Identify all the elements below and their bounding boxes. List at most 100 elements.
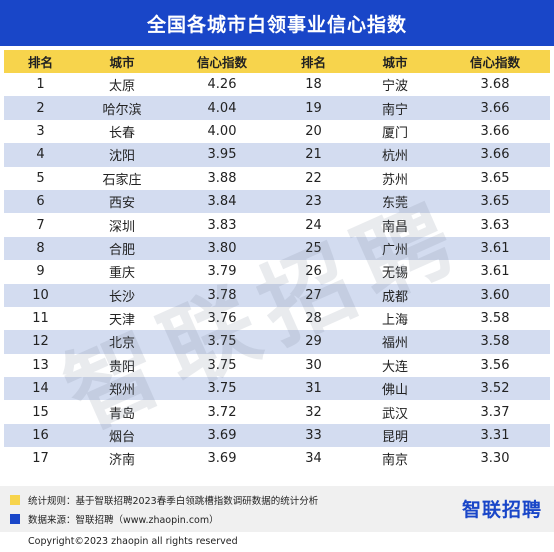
cell-index-left: 3.75 bbox=[167, 330, 277, 354]
table-row: 7 深圳 3.83 24 南昌 3.63 bbox=[4, 213, 550, 237]
cell-index-left: 3.83 bbox=[167, 213, 277, 237]
header-city-left: 城市 bbox=[77, 50, 167, 73]
cell-index-left: 3.84 bbox=[167, 189, 277, 214]
yellow-square-icon bbox=[10, 495, 20, 505]
cell-rank-left: 4 bbox=[4, 143, 77, 167]
cell-city-left: 北京 bbox=[77, 330, 167, 354]
header-index-left: 信心指数 bbox=[167, 50, 277, 73]
cell-rank-right: 26 bbox=[277, 260, 350, 284]
table-row: 16 烟台 3.69 33 昆明 3.31 bbox=[4, 423, 550, 448]
cell-index-right: 3.66 bbox=[440, 119, 550, 144]
cell-index-left: 3.75 bbox=[167, 377, 277, 401]
cell-index-left: 3.79 bbox=[167, 260, 277, 284]
cell-city-left: 西安 bbox=[77, 189, 167, 214]
table-row: 1 太原 4.26 18 宁波 3.68 bbox=[4, 73, 550, 97]
cell-city-right: 厦门 bbox=[350, 119, 440, 144]
cell-rank-left: 9 bbox=[4, 260, 77, 284]
cell-rank-left: 2 bbox=[4, 96, 77, 120]
cell-city-right: 东莞 bbox=[350, 189, 440, 214]
cell-rank-right: 23 bbox=[277, 189, 350, 214]
table-row: 3 长春 4.00 20 厦门 3.66 bbox=[4, 119, 550, 144]
cell-city-left: 长沙 bbox=[77, 283, 167, 307]
cell-rank-right: 25 bbox=[277, 236, 350, 261]
cell-index-left: 3.78 bbox=[167, 283, 277, 307]
brand-logo: 智联招聘 bbox=[461, 499, 542, 521]
blue-square-icon bbox=[10, 514, 20, 524]
cell-city-right: 武汉 bbox=[350, 400, 440, 424]
cell-index-left: 3.95 bbox=[167, 143, 277, 167]
cell-rank-left: 13 bbox=[4, 353, 77, 378]
cell-rank-right: 31 bbox=[277, 377, 350, 401]
cell-index-right: 3.65 bbox=[440, 189, 550, 214]
cell-city-left: 哈尔滨 bbox=[77, 96, 167, 120]
cell-rank-right: 20 bbox=[277, 119, 350, 144]
cell-index-left: 4.04 bbox=[167, 96, 277, 120]
table-row: 12 北京 3.75 29 福州 3.58 bbox=[4, 330, 550, 354]
stat-rule-label: 统计规则： bbox=[28, 496, 76, 507]
cell-city-left: 济南 bbox=[77, 447, 167, 471]
cell-rank-left: 15 bbox=[4, 400, 77, 424]
stat-rule-note: 统计规则： 基于智联招聘2023春季白领跳槽指数调研数据的统计分析 bbox=[10, 493, 318, 507]
cell-rank-right: 21 bbox=[277, 143, 350, 167]
cell-rank-right: 28 bbox=[277, 306, 350, 331]
cell-index-right: 3.61 bbox=[440, 236, 550, 261]
cell-city-right: 大连 bbox=[350, 353, 440, 378]
cell-rank-right: 34 bbox=[277, 447, 350, 471]
footer: 统计规则： 基于智联招聘2023春季白领跳槽指数调研数据的统计分析 数据来源： … bbox=[0, 486, 554, 532]
cell-rank-right: 19 bbox=[277, 96, 350, 120]
cell-rank-left: 16 bbox=[4, 423, 77, 448]
table-header-row: 排名 城市 信心指数 排名 城市 信心指数 bbox=[4, 50, 550, 73]
cell-index-right: 3.66 bbox=[440, 96, 550, 120]
data-source-text: 智联招聘（www.zhaopin.com） bbox=[75, 515, 219, 526]
cell-rank-right: 29 bbox=[277, 330, 350, 354]
cell-city-right: 昆明 bbox=[350, 423, 440, 448]
cell-index-right: 3.30 bbox=[440, 447, 550, 471]
cell-index-right: 3.37 bbox=[440, 400, 550, 424]
cell-rank-left: 6 bbox=[4, 189, 77, 214]
cell-index-left: 3.88 bbox=[167, 166, 277, 190]
table-row: 10 长沙 3.78 27 成都 3.60 bbox=[4, 283, 550, 307]
cell-city-left: 深圳 bbox=[77, 213, 167, 237]
table-row: 13 贵阳 3.75 30 大连 3.56 bbox=[4, 353, 550, 378]
cell-index-right: 3.56 bbox=[440, 353, 550, 378]
cell-rank-left: 14 bbox=[4, 377, 77, 401]
ranking-table: 排名 城市 信心指数 排名 城市 信心指数 1 太原 4.26 18 宁波 3.68 2 哈尔… bbox=[4, 50, 550, 471]
cell-city-right: 南京 bbox=[350, 447, 440, 471]
cell-index-right: 3.66 bbox=[440, 143, 550, 167]
cell-city-left: 烟台 bbox=[77, 423, 167, 448]
cell-rank-right: 22 bbox=[277, 166, 350, 190]
table-row: 15 青岛 3.72 32 武汉 3.37 bbox=[4, 400, 550, 424]
cell-index-right: 3.31 bbox=[440, 423, 550, 448]
cell-city-right: 宁波 bbox=[350, 73, 440, 97]
copyright: Copyright©2023 zhaopin all rights reserv… bbox=[28, 536, 238, 547]
cell-index-right: 3.58 bbox=[440, 330, 550, 354]
cell-city-right: 成都 bbox=[350, 283, 440, 307]
cell-index-right: 3.65 bbox=[440, 166, 550, 190]
cell-city-left: 沈阳 bbox=[77, 143, 167, 167]
cell-city-right: 苏州 bbox=[350, 166, 440, 190]
cell-index-left: 3.75 bbox=[167, 353, 277, 378]
header-index-right: 信心指数 bbox=[440, 50, 550, 73]
cell-city-right: 杭州 bbox=[350, 143, 440, 167]
cell-index-left: 4.00 bbox=[167, 119, 277, 144]
cell-city-left: 天津 bbox=[77, 306, 167, 331]
page-title: 全国各城市白领事业信心指数 bbox=[0, 0, 554, 46]
cell-index-right: 3.58 bbox=[440, 306, 550, 331]
table-row: 11 天津 3.76 28 上海 3.58 bbox=[4, 306, 550, 331]
cell-rank-right: 24 bbox=[277, 213, 350, 237]
table-row: 17 济南 3.69 34 南京 3.30 bbox=[4, 447, 550, 471]
data-source-note: 数据来源： 智联招聘（www.zhaopin.com） bbox=[10, 512, 219, 526]
cell-index-right: 3.61 bbox=[440, 260, 550, 284]
cell-city-left: 合肥 bbox=[77, 236, 167, 261]
cell-rank-left: 5 bbox=[4, 166, 77, 190]
cell-rank-left: 8 bbox=[4, 236, 77, 261]
cell-city-right: 广州 bbox=[350, 236, 440, 261]
table-row: 5 石家庄 3.88 22 苏州 3.65 bbox=[4, 166, 550, 190]
cell-index-right: 3.60 bbox=[440, 283, 550, 307]
cell-index-right: 3.52 bbox=[440, 377, 550, 401]
cell-rank-left: 10 bbox=[4, 283, 77, 307]
cell-rank-right: 30 bbox=[277, 353, 350, 378]
cell-city-right: 上海 bbox=[350, 306, 440, 331]
header-rank-right: 排名 bbox=[277, 50, 350, 73]
cell-index-left: 3.69 bbox=[167, 423, 277, 448]
